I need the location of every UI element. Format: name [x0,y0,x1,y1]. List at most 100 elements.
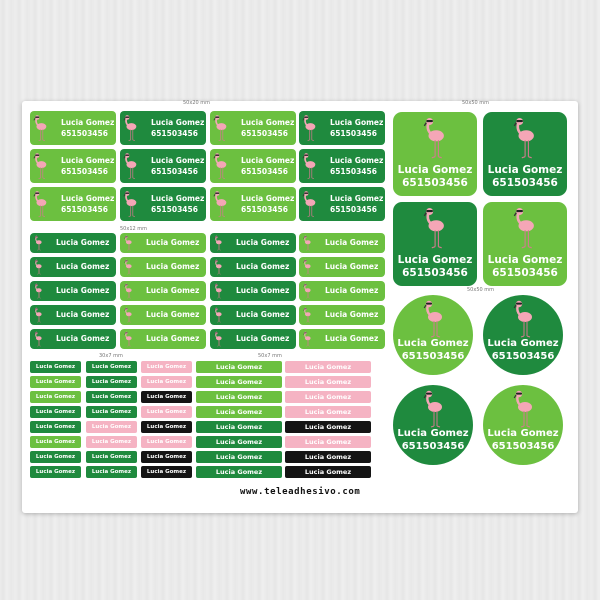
sticker-50x12: Lucia Gomez [30,305,116,325]
sticker-name: Lucia Gomez [325,286,379,295]
flamingo-icon [302,114,316,145]
sticker-phone: 651503456 [491,351,555,362]
sticker-30x7: Lucia Gomez [86,421,137,433]
sticker-name: Lucia Gomez [304,423,352,431]
sticker-phone: 651503456 [402,267,468,279]
sticker-name: Lucia Gomez [91,408,132,415]
flamingo-icon [33,190,47,221]
sticker-50x12: Lucia Gomez [210,329,296,349]
sticker-30x7: Lucia Gomez [30,436,81,448]
flamingo-icon [423,299,443,343]
sticker-phone: 651503456 [61,129,108,138]
flamingo-icon [124,235,132,253]
sticker-30x7: Lucia Gomez [141,466,192,478]
sticker-name: Lucia Gomez [330,194,384,203]
sticker-name: Lucia Gomez [215,453,263,461]
flamingo-icon [303,235,311,253]
sticker-30x7: Lucia Gomez [30,421,81,433]
flamingo-icon [33,152,47,183]
sticker-50x7: Lucia Gomez [285,361,371,373]
sticker-name: Lucia Gomez [146,453,187,460]
flamingo-icon [303,259,311,277]
flamingo-icon [34,331,42,349]
flamingo-icon [214,235,222,253]
sticker-50x50-round: Lucia Gomez 651503456 [483,385,563,465]
flamingo-icon [34,235,42,253]
sticker-phone: 651503456 [61,205,108,214]
flamingo-icon [34,283,42,301]
sticker-50x20: Lucia Gomez 651503456 [30,187,116,221]
sticker-name: Lucia Gomez [56,262,110,271]
sticker-50x20: Lucia Gomez 651503456 [30,149,116,183]
sticker-50x12: Lucia Gomez [120,257,206,277]
sticker-30x7: Lucia Gomez [30,406,81,418]
sticker-name: Lucia Gomez [325,238,379,247]
sticker-name: Lucia Gomez [35,393,76,400]
size-label-30x7: 30x7 mm [99,353,123,359]
sticker-50x7: Lucia Gomez [196,361,282,373]
flamingo-icon [214,283,222,301]
sticker-name: Lucia Gomez [56,286,110,295]
size-label-50x50-square: 50x50 mm [462,100,490,106]
sticker-50x7: Lucia Gomez [196,406,282,418]
sticker-name: Lucia Gomez [35,378,76,385]
sticker-50x7: Lucia Gomez [285,421,371,433]
sticker-name: Lucia Gomez [304,363,352,371]
flamingo-icon [302,190,316,221]
sticker-30x7: Lucia Gomez [86,391,137,403]
flamingo-icon [123,190,137,221]
sticker-name: Lucia Gomez [91,378,132,385]
sticker-50x20: Lucia Gomez 651503456 [210,149,296,183]
sticker-name: Lucia Gomez [146,378,187,385]
sticker-30x7: Lucia Gomez [141,361,192,373]
sticker-name: Lucia Gomez [61,118,115,127]
sticker-name: Lucia Gomez [91,363,132,370]
flamingo-icon [214,259,222,277]
flamingo-icon [513,116,535,164]
sticker-name: Lucia Gomez [215,363,263,371]
sticker-phone: 651503456 [401,441,465,452]
sticker-name: Lucia Gomez [146,423,187,430]
flamingo-icon [302,152,316,183]
sticker-50x12: Lucia Gomez [120,233,206,253]
sticker-50x50-round: Lucia Gomez 651503456 [393,385,473,465]
sticker-name: Lucia Gomez [487,254,563,266]
flamingo-icon [33,114,47,145]
sticker-50x50-round: Lucia Gomez 651503456 [393,295,473,375]
flamingo-icon [34,307,42,325]
sticker-name: Lucia Gomez [146,438,187,445]
sticker-30x7: Lucia Gomez [141,406,192,418]
sticker-name: Lucia Gomez [215,378,263,386]
flamingo-icon [213,152,227,183]
flamingo-icon [423,206,445,254]
sticker-name: Lucia Gomez [151,194,205,203]
sticker-name: Lucia Gomez [215,423,263,431]
sticker-name: Lucia Gomez [304,408,352,416]
sticker-50x12: Lucia Gomez [30,257,116,277]
sticker-50x12: Lucia Gomez [299,257,385,277]
sticker-name: Lucia Gomez [325,310,379,319]
sticker-30x7: Lucia Gomez [86,406,137,418]
sticker-name: Lucia Gomez [330,156,384,165]
sticker-name: Lucia Gomez [215,438,263,446]
sticker-50x12: Lucia Gomez [30,281,116,301]
sticker-name: Lucia Gomez [91,438,132,445]
sticker-50x12: Lucia Gomez [299,233,385,253]
sticker-name: Lucia Gomez [146,310,200,319]
sticker-name: Lucia Gomez [241,156,295,165]
sticker-phone: 651503456 [151,129,198,138]
sticker-name: Lucia Gomez [330,118,384,127]
sticker-phone: 651503456 [492,177,558,189]
sticker-name: Lucia Gomez [146,393,187,400]
sticker-50x12: Lucia Gomez [210,257,296,277]
sticker-50x50-square: Lucia Gomez 651503456 [483,112,567,196]
size-label-50x12: 50x12 mm [120,226,148,232]
sticker-name: Lucia Gomez [35,438,76,445]
sticker-50x7: Lucia Gomez [285,436,371,448]
sticker-30x7: Lucia Gomez [86,451,137,463]
sticker-name: Lucia Gomez [56,310,110,319]
sticker-name: Lucia Gomez [487,338,559,349]
flamingo-icon [124,283,132,301]
sticker-name: Lucia Gomez [236,286,290,295]
sticker-name: Lucia Gomez [35,468,76,475]
